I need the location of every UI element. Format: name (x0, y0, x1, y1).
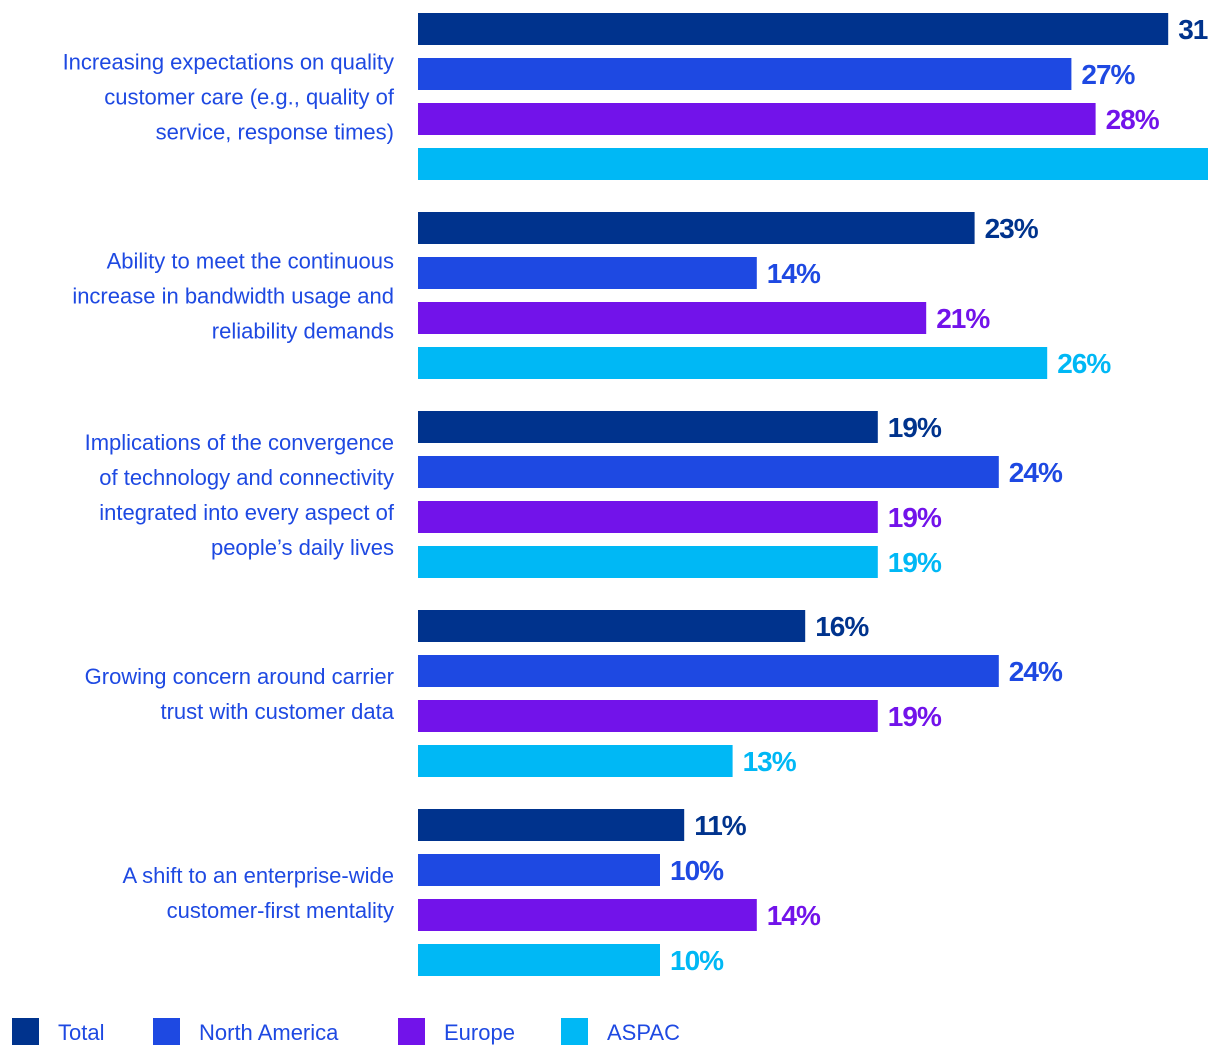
category-label-line: Ability to meet the continuous (107, 249, 394, 274)
legend: Total North America Europe ASPAC (12, 1018, 680, 1045)
bar-north-america-4 (418, 655, 999, 687)
bar-north-america-3 (418, 456, 999, 488)
value-label: 14% (767, 258, 821, 289)
category-label: Growing concern around carrier trust with… (85, 664, 395, 724)
category-label: Implications of the convergence of techno… (85, 430, 395, 560)
legend-swatch-europe (398, 1018, 425, 1045)
value-label: 26% (1057, 348, 1111, 379)
legend-label: Total (58, 1020, 104, 1045)
category-label: A shift to an enterprise-wide customer-fi… (123, 863, 394, 923)
bar-europe-5 (418, 899, 757, 931)
value-label: 19% (888, 502, 942, 533)
category-label-line: Increasing expectations on quality (63, 50, 394, 75)
category-label-line: Growing concern around carrier (85, 664, 394, 689)
bar-aspac-3 (418, 546, 878, 578)
value-label: 16% (815, 611, 869, 642)
value-label: 19% (888, 412, 942, 443)
value-label: 24% (1009, 656, 1063, 687)
bar-north-america-2 (418, 257, 757, 289)
legend-label: North America (199, 1020, 339, 1045)
category-label-line: of technology and connectivity (99, 465, 394, 490)
bar-north-america-5 (418, 854, 660, 886)
bar-total-4 (418, 610, 806, 642)
value-label: 10% (670, 945, 724, 976)
bar-aspac-5 (418, 944, 660, 976)
category-label-line: people’s daily lives (211, 535, 394, 560)
bar-aspac-2 (418, 347, 1048, 379)
bar-total-5 (418, 809, 685, 841)
category-label-line: customer-first mentality (167, 898, 394, 923)
category-label-line: A shift to an enterprise-wide (123, 863, 394, 888)
bar-europe-2 (418, 302, 927, 334)
bar-europe-4 (418, 700, 878, 732)
legend-swatch-aspac (561, 1018, 588, 1045)
value-label: 23% (985, 213, 1039, 244)
bar-total-1 (418, 13, 1169, 45)
category-label: Ability to meet the continuous increase i… (72, 249, 394, 344)
bar-europe-1 (418, 103, 1096, 135)
value-label: 21% (936, 303, 990, 334)
bars-layer: 31%27%28%33%23%14%21%26%19%24%19%19%16%2… (418, 13, 1208, 976)
category-label-line: service, response times) (156, 120, 394, 145)
value-label: 31% (1178, 14, 1208, 45)
bar-total-2 (418, 212, 975, 244)
bar-aspac-1 (418, 148, 1208, 180)
category-label-line: trust with customer data (160, 699, 394, 724)
value-label: 27% (1081, 59, 1135, 90)
legend-label: Europe (444, 1020, 515, 1045)
category-label-line: increase in bandwidth usage and (72, 284, 394, 309)
legend-label: ASPAC (607, 1020, 680, 1045)
category-label-line: integrated into every aspect of (99, 500, 395, 525)
bar-total-3 (418, 411, 878, 443)
category-label-line: reliability demands (212, 319, 394, 344)
legend-swatch-total (12, 1018, 39, 1045)
value-label: 14% (767, 900, 821, 931)
value-label: 28% (1106, 104, 1160, 135)
value-label: 11% (694, 810, 747, 841)
bar-north-america-1 (418, 58, 1072, 90)
bar-europe-3 (418, 501, 878, 533)
bar-aspac-4 (418, 745, 733, 777)
value-label: 24% (1009, 457, 1063, 488)
value-label: 19% (888, 547, 942, 578)
value-label: 19% (888, 701, 942, 732)
category-labels-layer: Increasing expectations on quality custom… (63, 50, 395, 924)
value-label: 10% (670, 855, 724, 886)
category-label-line: customer care (e.g., quality of (104, 85, 395, 110)
value-label: 13% (743, 746, 797, 777)
category-label-line: Implications of the convergence (85, 430, 394, 455)
legend-swatch-north-america (153, 1018, 180, 1045)
category-label: Increasing expectations on quality custom… (63, 50, 395, 145)
